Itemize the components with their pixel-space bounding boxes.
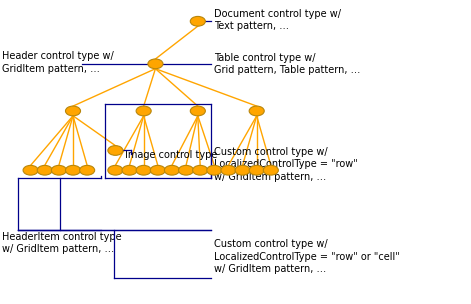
Circle shape [179, 165, 194, 175]
Circle shape [235, 165, 250, 175]
Text: Header control type w/
GridItem pattern, …: Header control type w/ GridItem pattern,… [2, 51, 114, 74]
Circle shape [80, 165, 95, 175]
Circle shape [150, 165, 165, 175]
Circle shape [249, 106, 264, 116]
Circle shape [207, 165, 222, 175]
Circle shape [108, 146, 123, 155]
Circle shape [190, 16, 205, 26]
Circle shape [148, 59, 163, 69]
Circle shape [37, 165, 52, 175]
Circle shape [108, 165, 123, 175]
Text: Document control type w/
Text pattern, …: Document control type w/ Text pattern, … [214, 9, 341, 31]
Circle shape [23, 165, 38, 175]
Text: Custom control type w/
LocalizedControlType = "row"
w/ GridItem pattern, …: Custom control type w/ LocalizedControlT… [214, 147, 358, 181]
Text: Table control type w/
Grid pattern, Table pattern, …: Table control type w/ Grid pattern, Tabl… [214, 53, 361, 75]
Text: Custom control type w/
LocalizedControlType = "row" or "cell"
w/ GridItem patter: Custom control type w/ LocalizedControlT… [214, 240, 400, 274]
Circle shape [193, 165, 208, 175]
Circle shape [65, 165, 81, 175]
Circle shape [221, 165, 236, 175]
Circle shape [136, 165, 151, 175]
Circle shape [249, 165, 264, 175]
Circle shape [136, 106, 151, 116]
Circle shape [51, 165, 66, 175]
Circle shape [65, 106, 81, 116]
Circle shape [190, 106, 205, 116]
Circle shape [164, 165, 179, 175]
Text: HeaderItem control type
w/ GridItem pattern, …: HeaderItem control type w/ GridItem patt… [2, 232, 122, 254]
Text: Image control type: Image control type [125, 150, 217, 160]
Circle shape [263, 165, 278, 175]
Circle shape [122, 165, 137, 175]
